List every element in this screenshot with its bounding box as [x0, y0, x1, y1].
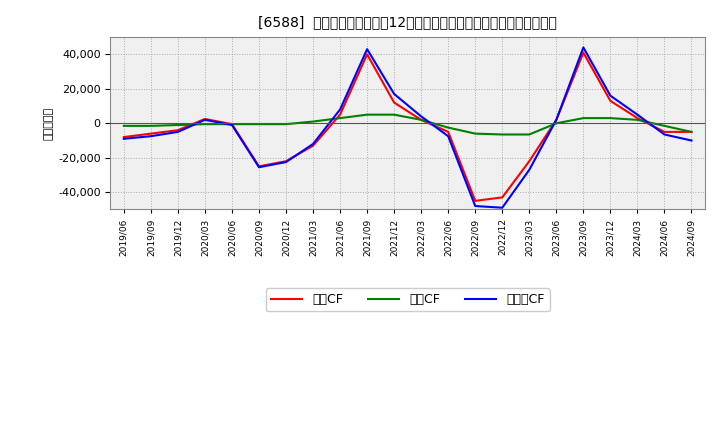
フリーCF — [525, 167, 534, 172]
営業CF — [336, 112, 344, 117]
フリーCF — [498, 205, 507, 210]
営業CF — [471, 198, 480, 203]
投資CF — [309, 119, 318, 124]
フリーCF — [147, 134, 156, 139]
投資CF — [417, 117, 426, 122]
Y-axis label: （百万円）: （百万円） — [44, 107, 54, 140]
営業CF — [255, 164, 264, 169]
営業CF — [282, 158, 290, 164]
営業CF — [363, 52, 372, 57]
投資CF — [633, 117, 642, 122]
営業CF — [228, 121, 236, 127]
フリーCF — [255, 165, 264, 170]
営業CF — [687, 129, 696, 135]
投資CF — [282, 121, 290, 127]
フリーCF — [633, 112, 642, 117]
フリーCF — [579, 45, 588, 50]
フリーCF — [444, 134, 453, 139]
投資CF — [147, 123, 156, 128]
投資CF — [687, 129, 696, 135]
フリーCF — [417, 114, 426, 119]
営業CF — [606, 98, 615, 103]
フリーCF — [228, 122, 236, 128]
営業CF — [552, 117, 561, 122]
営業CF — [525, 158, 534, 164]
営業CF — [579, 50, 588, 55]
フリーCF — [687, 138, 696, 143]
営業CF — [390, 100, 398, 105]
投資CF — [498, 132, 507, 137]
営業CF — [201, 116, 210, 121]
投資CF — [579, 115, 588, 121]
フリーCF — [201, 117, 210, 122]
フリーCF — [363, 47, 372, 52]
営業CF — [120, 135, 128, 140]
投資CF — [201, 121, 210, 127]
フリーCF — [606, 93, 615, 99]
フリーCF — [660, 132, 669, 137]
Title: [6588]  キャッシュフローの12か月移動合計の対前年同期増減額の推移: [6588] キャッシュフローの12か月移動合計の対前年同期増減額の推移 — [258, 15, 557, 29]
営業CF — [147, 131, 156, 136]
投資CF — [552, 121, 561, 126]
フリーCF — [174, 129, 182, 135]
営業CF — [309, 143, 318, 148]
投資CF — [120, 123, 128, 128]
営業CF — [660, 129, 669, 135]
投資CF — [228, 121, 236, 127]
投資CF — [255, 121, 264, 127]
営業CF — [417, 117, 426, 122]
投資CF — [471, 131, 480, 136]
フリーCF — [120, 136, 128, 141]
Line: フリーCF: フリーCF — [124, 48, 691, 208]
フリーCF — [471, 203, 480, 209]
営業CF — [444, 129, 453, 135]
投資CF — [336, 115, 344, 121]
フリーCF — [552, 117, 561, 122]
投資CF — [606, 115, 615, 121]
フリーCF — [390, 92, 398, 97]
フリーCF — [309, 141, 318, 147]
営業CF — [498, 195, 507, 200]
営業CF — [174, 128, 182, 133]
投資CF — [390, 112, 398, 117]
フリーCF — [282, 159, 290, 165]
投資CF — [363, 112, 372, 117]
Legend: 営業CF, 投資CF, フリーCF: 営業CF, 投資CF, フリーCF — [266, 288, 549, 311]
投資CF — [444, 125, 453, 130]
フリーCF — [336, 107, 344, 112]
営業CF — [633, 115, 642, 121]
投資CF — [525, 132, 534, 137]
Line: 投資CF: 投資CF — [124, 115, 691, 135]
Line: 営業CF: 営業CF — [124, 53, 691, 201]
投資CF — [174, 122, 182, 128]
投資CF — [660, 123, 669, 128]
